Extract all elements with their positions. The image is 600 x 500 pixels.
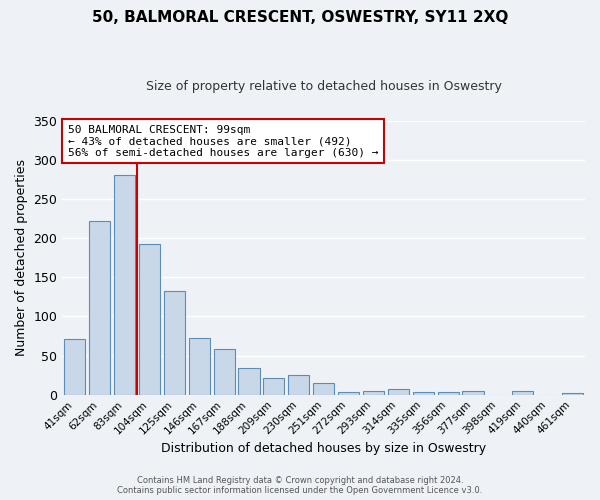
Bar — [64, 339, 85, 394]
Bar — [463, 391, 484, 394]
Text: 50 BALMORAL CRESCENT: 99sqm
← 43% of detached houses are smaller (492)
56% of se: 50 BALMORAL CRESCENT: 99sqm ← 43% of det… — [68, 124, 378, 158]
Bar — [512, 391, 533, 394]
Bar — [413, 392, 434, 394]
Bar — [363, 391, 384, 394]
Bar — [338, 392, 359, 394]
Y-axis label: Number of detached properties: Number of detached properties — [15, 159, 28, 356]
Bar — [114, 176, 135, 394]
Bar — [188, 338, 210, 394]
Bar — [139, 244, 160, 394]
Bar — [263, 378, 284, 394]
Bar — [214, 350, 235, 395]
Text: 50, BALMORAL CRESCENT, OSWESTRY, SY11 2XQ: 50, BALMORAL CRESCENT, OSWESTRY, SY11 2X… — [92, 10, 508, 25]
X-axis label: Distribution of detached houses by size in Oswestry: Distribution of detached houses by size … — [161, 442, 486, 455]
Bar — [437, 392, 458, 394]
Bar — [238, 368, 260, 394]
Bar — [288, 375, 310, 394]
Bar — [164, 290, 185, 395]
Title: Size of property relative to detached houses in Oswestry: Size of property relative to detached ho… — [146, 80, 502, 93]
Bar — [313, 383, 334, 394]
Bar — [388, 389, 409, 394]
Bar — [562, 393, 583, 394]
Bar — [89, 221, 110, 394]
Text: Contains HM Land Registry data © Crown copyright and database right 2024.
Contai: Contains HM Land Registry data © Crown c… — [118, 476, 482, 495]
